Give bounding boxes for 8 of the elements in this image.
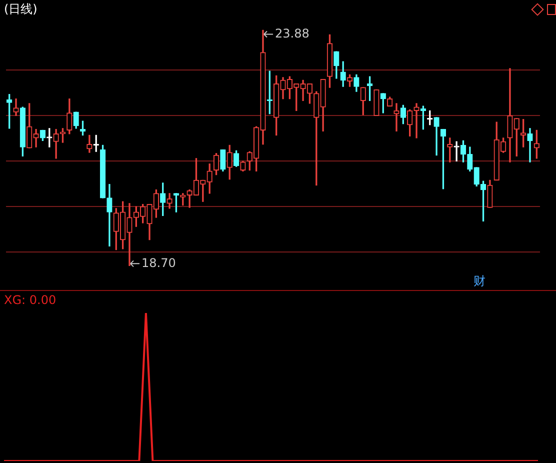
candlestick bbox=[106, 184, 112, 246]
annotation: 23.88 bbox=[274, 26, 310, 40]
candlestick bbox=[527, 128, 533, 162]
text: 财 bbox=[474, 274, 486, 288]
text: XG: 0.00 bbox=[4, 293, 56, 308]
annotation: 18.70 bbox=[141, 256, 176, 270]
candlestick bbox=[454, 141, 460, 162]
chart-title: (日线) bbox=[4, 2, 38, 16]
